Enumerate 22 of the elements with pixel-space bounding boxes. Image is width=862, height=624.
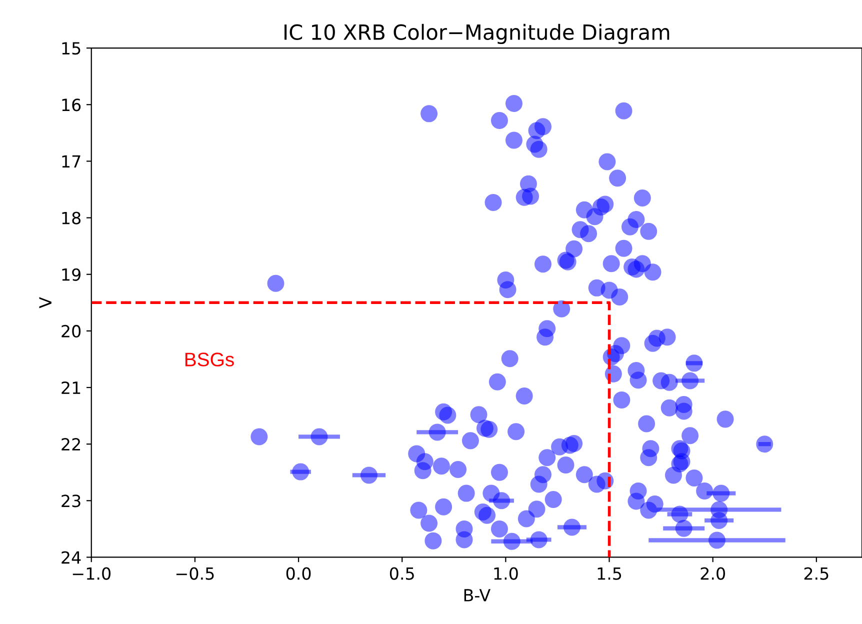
x-tick-label: 2.0 [700, 567, 725, 580]
x-tick-label: 0.0 [286, 567, 311, 580]
x-tick-label: 1.5 [598, 567, 622, 580]
x-tick-label: 2.5 [804, 567, 828, 580]
y-tick-label: 20 [62, 324, 81, 338]
y-tick-label: 23 [62, 494, 80, 508]
x-tick-label: −1.0 [72, 567, 110, 580]
annotation: BSGs [185, 352, 234, 366]
y-tick-label: 17 [62, 155, 80, 168]
y-tick-label: 24 [62, 551, 81, 564]
x-tick-label: 0.5 [390, 567, 414, 580]
y-tick-label: 15 [62, 42, 80, 55]
x-axis-title: B-V [464, 589, 490, 602]
y-tick-label: 18 [62, 212, 81, 224]
y-tick-label: 21 [62, 381, 80, 394]
x-tick-label: −0.5 [176, 567, 214, 580]
y-tick-label: 19 [62, 268, 80, 281]
y-axis-title: V [39, 297, 52, 308]
y-tick-label: 16 [62, 98, 81, 112]
chart-title: IC 10 XRB Color−Magnitude Diagram [284, 24, 670, 44]
y-tick-label: 22 [62, 438, 80, 450]
x-tick-label: 1.0 [494, 567, 518, 580]
